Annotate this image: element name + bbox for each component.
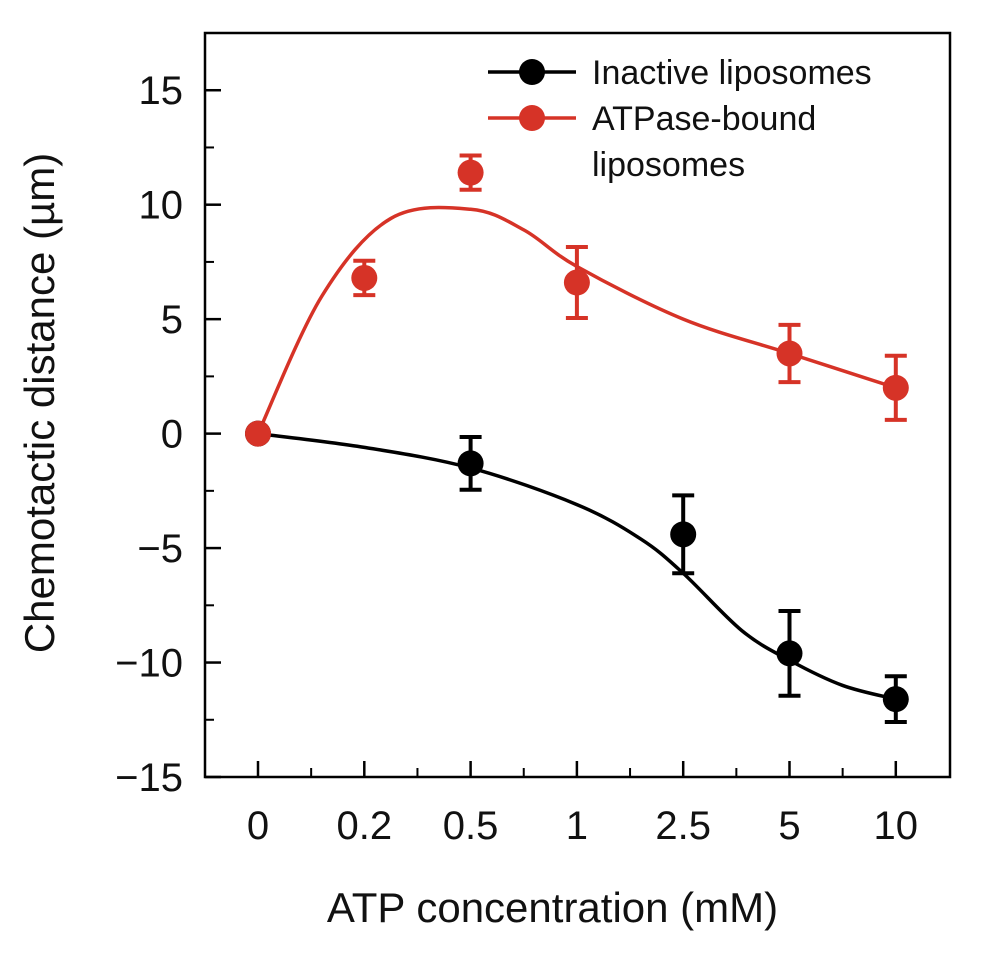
legend-label: liposomes [592,146,745,184]
x-tick-label: 2.5 [655,804,711,848]
data-point [882,374,909,401]
data-point [776,340,803,367]
x-tick-label: 1 [566,804,588,848]
y-tick-label: 10 [139,184,184,228]
x-tick-label: 0.5 [443,804,499,848]
plot-frame [203,31,952,779]
x-tick-label: 0 [247,804,269,848]
fit-curve [257,431,897,701]
data-point [457,159,484,186]
y-tick-label: −15 [115,756,183,800]
x-tick-label: 0.2 [336,804,392,848]
data-point [245,420,271,447]
legend-label: Inactive liposomes [592,54,872,92]
data-point [670,521,697,548]
y-axis-title: Chemotactic distance (µm) [16,153,63,653]
data-point [776,640,803,667]
y-tick-label: −5 [137,527,183,571]
legend-label: ATPase-bound [592,100,816,138]
y-tick-label: 5 [161,298,183,342]
legend-marker [519,59,545,85]
y-tick-label: −10 [115,642,183,686]
data-point [457,450,484,477]
x-axis-title: ATP concentration (mM) [327,884,778,931]
data-point [563,269,590,296]
y-tick-label: 0 [161,413,183,457]
data-point [882,686,909,713]
x-tick-label: 5 [778,804,800,848]
fit-curve [256,205,897,435]
legend-marker [519,105,545,131]
x-tick-label: 10 [874,804,919,848]
data-point [351,264,378,291]
y-tick-label: 15 [139,69,184,113]
